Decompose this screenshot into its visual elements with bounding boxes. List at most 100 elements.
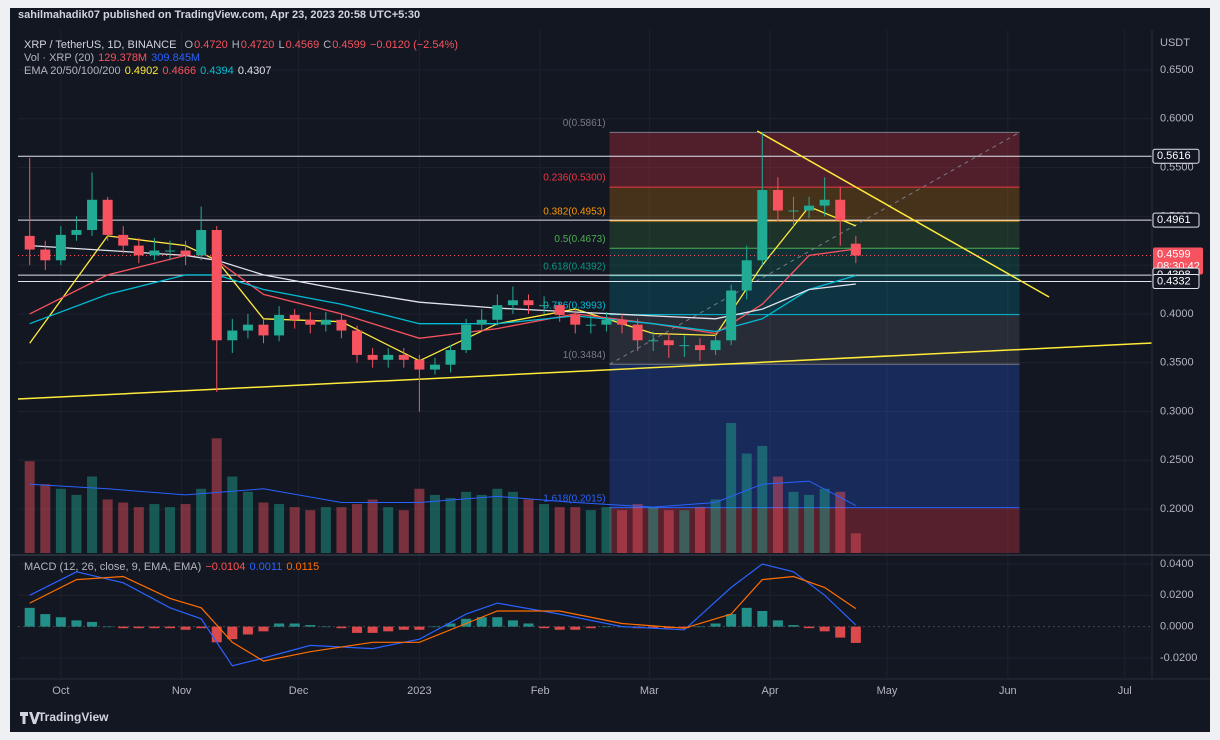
volume-bar [274,504,285,553]
macd-legend: MACD (12, 26, close, 9, EMA, EMA) −0.010… [24,561,320,574]
x-tick-label: Mar [640,685,659,697]
candle-body [601,319,612,325]
macd-histogram [429,626,440,628]
macd-histogram [819,626,830,632]
macd-histogram [476,617,487,627]
fib-label: 0.618(0.4392) [543,261,605,272]
grid [18,30,1152,678]
macd-histogram [227,626,238,640]
candle-body [24,235,35,250]
macd-histogram [523,623,534,627]
ema-value: 0.4666 [162,65,197,77]
y2-tick-label: -0.0200 [1160,652,1197,664]
macd-histogram [804,626,815,629]
symbol: XRP / TetherUS, 1D, BINANCE [24,39,177,51]
macd-histogram [24,607,35,627]
volume-bar [367,499,378,553]
fib-label: 0.236(0.5300) [543,173,605,184]
candle-body [539,305,550,307]
macd-histogram [242,626,253,635]
volume-bar [507,491,518,553]
macd-histogram [585,626,596,629]
volume-bar [492,488,503,553]
candle-body [679,345,690,347]
candle-body [352,330,363,355]
x-tick-label: Dec [289,685,309,697]
volume-bar [258,502,269,553]
candle-body [726,290,737,341]
volume-bar [40,484,51,553]
candle-body [850,243,861,256]
volume-bar [539,504,550,553]
macd-histogram [336,626,347,629]
level-tag-label: 0.4961 [1157,214,1191,226]
trendline [756,130,1050,298]
volume [24,423,861,553]
candle-body [492,305,503,320]
macd-histogram [71,620,82,627]
volume-bar [445,497,456,553]
x-tick-label: Nov [172,685,192,697]
volume-bar [118,502,129,553]
volume-bar [196,488,207,553]
volume-bar [554,507,565,553]
macd-histogram [492,617,503,627]
macd-histogram [133,626,144,629]
fibonacci: 0(0.5861) 0.236(0.5300) 0.382(0.4953) 0.5(0… [543,118,1020,553]
fib-trend [609,131,1020,365]
volume-bar [102,499,113,553]
volume-bar [289,507,300,553]
macd-label: MACD (12, 26, close, 9, EMA, EMA) [24,561,202,573]
candle-body [383,354,394,360]
y2-tick-label: 0.0400 [1160,558,1194,570]
candle-body [694,345,705,351]
candle-body [149,250,160,256]
volume-bar [352,504,363,553]
y-tick-label: 0.6500 [1160,64,1194,76]
volume-bar [663,510,674,553]
volume-bar [133,507,144,553]
macd-histogram [570,626,581,630]
volume-bar [211,438,222,553]
candle-body [570,314,581,325]
signal-line [29,575,857,662]
macd-histogram [507,620,518,627]
macd-histogram [164,626,175,629]
candle-body [788,210,799,212]
volume-bar [414,488,425,553]
fib-label: 1(0.3484) [563,350,606,361]
volume-bar [585,510,596,553]
macd-histogram [383,626,394,632]
x-tick-label: Apr [762,685,779,697]
volume-bar [772,476,783,553]
volume-bar [741,453,752,553]
fib-label: 0.5(0.4673) [554,234,605,245]
macd-histogram [539,626,550,629]
volume-bar [305,510,316,553]
candle-body [180,250,191,256]
candle-body [804,205,815,211]
price-tag-label: 0.4599 [1157,248,1191,260]
volume-bar [476,494,487,553]
ema-value: 0.4307 [237,65,272,77]
level-tag [1152,212,1200,228]
ohlc-key: C [323,39,332,51]
volume-bar [227,476,238,553]
volume-bar [726,423,737,553]
x-tick-label: Feb [531,685,550,697]
candle-body [414,359,425,370]
volume-bar [632,504,643,553]
volume-bar [850,533,861,553]
macd-histogram [679,626,690,629]
volume-bar [71,494,82,553]
macd-value: −0.0104 [205,561,246,573]
macd-histogram [726,614,737,627]
ema-value: 0.4902 [124,65,159,77]
macd-histogram [757,610,768,627]
ema-line [29,244,856,320]
candle-body [429,364,440,370]
volume-bar [523,499,534,553]
x-tick-label: Jun [999,685,1017,697]
volume-bar [601,507,612,553]
